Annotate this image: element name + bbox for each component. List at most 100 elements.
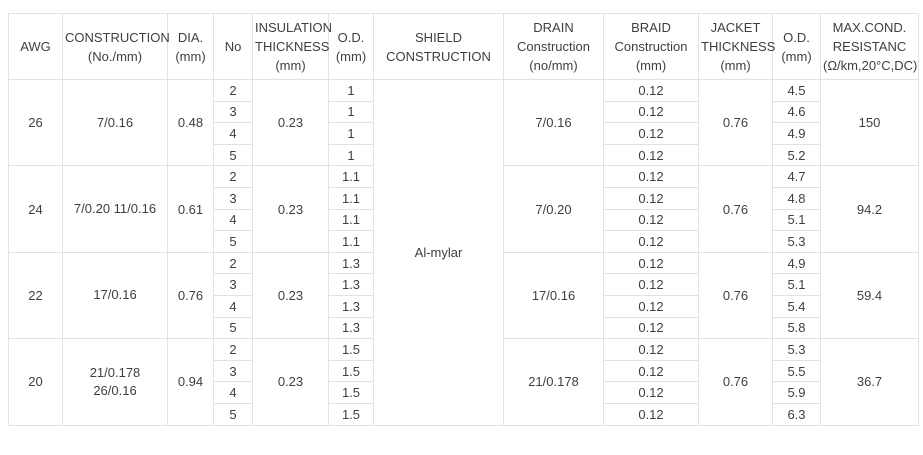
cell-value: 17/0.16 (93, 287, 137, 303)
cell-braid: 0.12 (603, 273, 699, 296)
cell-od-outer: 5.1 (772, 273, 821, 296)
header-label: O.D. (783, 29, 810, 45)
cell-value: 7/0.16 (96, 114, 134, 130)
spec-table-container: AWG CONSTRUCTION (No./mm) DIA. (mm) No INS… (8, 13, 919, 426)
cell-od-outer: 5.1 (772, 208, 821, 232)
cell-od-outer: 5.3 (772, 338, 821, 361)
cell-braid: 0.12 (603, 100, 699, 124)
cell-construction: 21/0.178 26/0.16 (62, 338, 168, 426)
cell-od-inner: 1 (328, 100, 374, 124)
cell-od-inner: 1 (328, 143, 374, 167)
cell-braid: 0.12 (603, 230, 699, 253)
cell-od-outer: 4.8 (772, 186, 821, 210)
cell-braid: 0.12 (603, 402, 699, 426)
col-header-max-cond-resistance: MAX.COND. RESISTANC (Ω/km,20°C,DC) (820, 13, 919, 80)
cell-braid: 0.12 (603, 122, 699, 145)
header-row: AWG CONSTRUCTION (No./mm) DIA. (mm) No INS… (8, 13, 919, 80)
col-header-jacket-thickness: JACKET THICKNESS (mm) (698, 13, 775, 80)
cell-drain: 7/0.20 (503, 165, 604, 253)
cell-braid: 0.12 (603, 251, 699, 275)
cell-jacket: 0.76 (698, 338, 773, 426)
header-label: (No./mm) (87, 48, 143, 64)
cell-od-inner: 1.5 (328, 381, 374, 404)
header-label: (mm) (781, 48, 812, 64)
cell-braid: 0.12 (603, 359, 699, 383)
cell-od-outer: 5.9 (772, 381, 821, 404)
cell-value: 7/0.20 11/0.16 (73, 201, 157, 217)
cell-od-inner: 1.1 (328, 165, 374, 188)
cell-braid: 0.12 (603, 165, 699, 188)
header-label: (mm) (275, 58, 306, 73)
cell-od-outer: 5.8 (772, 316, 821, 340)
table-row: 3 1.1 0.12 4.8 (9, 186, 919, 210)
cell-construction: 7/0.20 11/0.16 (62, 165, 168, 253)
col-header-no: No (213, 13, 253, 80)
table-row: 4 1.1 0.12 5.1 (9, 208, 919, 232)
header-label: THICKNESS (255, 39, 330, 54)
cell-construction: 7/0.16 (62, 78, 168, 167)
col-header-dia: DIA. (mm) (167, 13, 214, 80)
header-label: INSULATION (255, 20, 333, 35)
cell-braid: 0.12 (603, 316, 699, 340)
cell-insulation: 0.23 (252, 251, 329, 340)
cell-od-inner: 1.1 (328, 186, 374, 210)
cell-resistance: 94.2 (820, 165, 919, 253)
cell-od-inner: 1.3 (328, 294, 374, 318)
cell-od-inner: 1 (328, 79, 374, 102)
cell-od-inner: 1.5 (328, 359, 374, 383)
cell-no: 5 (213, 402, 253, 426)
cell-braid: 0.12 (603, 208, 699, 232)
table-row: 5 1.1 0.12 5.3 (9, 230, 919, 253)
cell-braid: 0.12 (603, 294, 699, 318)
cell-braid: 0.12 (603, 381, 699, 404)
header-label: (mm) (720, 58, 751, 73)
cell-no: 3 (213, 273, 253, 296)
header-label: Construction (517, 39, 590, 54)
cell-dia: 0.48 (167, 78, 214, 167)
header-label: DRAIN (533, 20, 574, 35)
cell-no: 5 (213, 316, 253, 340)
header-label: AWG (20, 39, 51, 54)
col-header-construction: CONSTRUCTION (No./mm) (62, 13, 170, 80)
cable-spec-table: AWG CONSTRUCTION (No./mm) DIA. (mm) No INS… (8, 13, 919, 426)
cell-od-inner: 1.3 (328, 273, 374, 296)
cell-value: 26/0.16 (93, 382, 137, 398)
cell-od-inner: 1.1 (328, 208, 374, 232)
cell-od-outer: 5.2 (772, 143, 821, 167)
col-header-braid-construction: BRAID Construction (mm) (603, 13, 699, 80)
cell-no: 2 (213, 338, 253, 361)
header-label: (Ω/km,20°C,DC) (823, 58, 918, 73)
table-row: 26 7/0.16 0.48 2 0.23 1 Al-mylar 7/0.16 … (8, 78, 919, 426)
cell-drain: 21/0.178 (503, 338, 604, 426)
cell-od-outer: 4.6 (772, 100, 821, 124)
col-header-awg: AWG (8, 13, 63, 80)
cell-no: 4 (213, 294, 253, 318)
cell-resistance: 36.7 (820, 338, 919, 426)
cell-od-outer: 5.3 (772, 230, 821, 253)
cell-od-outer: 5.5 (772, 359, 821, 383)
cell-od-outer: 4.9 (772, 251, 821, 275)
cell-braid: 0.12 (603, 79, 699, 102)
header-label: CONSTRUCTION (65, 29, 170, 45)
cell-od-inner: 1 (328, 122, 374, 145)
cell-braid: 0.12 (603, 186, 699, 210)
col-header-drain-construction: DRAIN Construction (no/mm) (503, 13, 604, 80)
cell-od-inner: 1.5 (328, 338, 374, 361)
cell-resistance: 150 (820, 78, 919, 167)
cell-no: 3 (213, 100, 253, 124)
cell-awg: 22 (8, 251, 63, 340)
col-header-insulation-thickness: INSULATION THICKNESS (mm) (252, 13, 333, 80)
cell-no: 5 (213, 143, 253, 167)
cell-od-outer: 5.4 (772, 294, 821, 318)
col-header-od-outer: O.D. (mm) (772, 13, 821, 80)
table-row: 5 1 0.12 5.2 (9, 143, 919, 167)
col-header-shield-construction: SHIELD CONSTRUCTION (373, 13, 504, 80)
cell-no: 4 (213, 122, 253, 145)
cell-od-outer: 4.5 (772, 79, 821, 102)
cell-drain: 7/0.16 (503, 78, 604, 167)
header-label: (mm) (635, 58, 667, 73)
cell-od-inner: 1.3 (328, 251, 374, 275)
cell-od-outer: 6.3 (772, 402, 821, 426)
cell-dia: 0.76 (167, 251, 214, 340)
header-label: JACKET (710, 20, 761, 35)
